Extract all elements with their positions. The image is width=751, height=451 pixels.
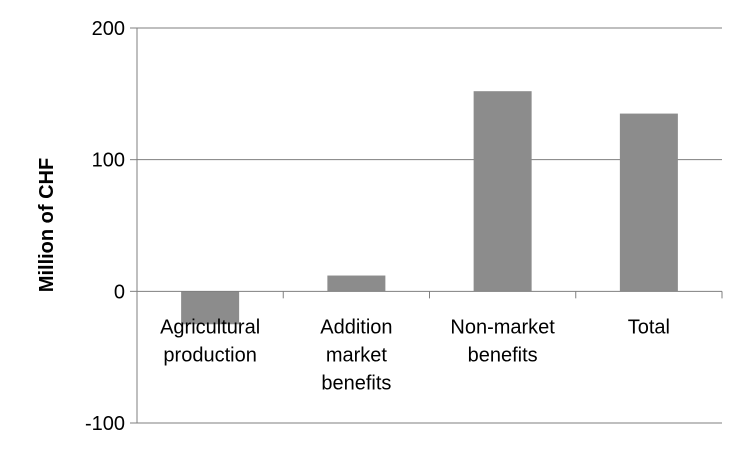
category-label-line: Agricultural bbox=[160, 316, 260, 338]
category-label-line: benefits bbox=[468, 344, 538, 366]
category-label: Total bbox=[628, 316, 670, 338]
bar bbox=[181, 291, 240, 325]
category-label-line: Addition bbox=[320, 316, 392, 338]
y-tick-labels: -100 0 100 200 bbox=[85, 18, 125, 435]
category-labels: Agricultural production Addition market bene… bbox=[160, 316, 670, 394]
category-label-line: market bbox=[326, 344, 388, 366]
bars bbox=[181, 91, 678, 325]
category-label: Non-market benefits bbox=[450, 316, 555, 366]
category-label-line: production bbox=[163, 344, 256, 366]
y-tick-label: 200 bbox=[92, 18, 125, 40]
category-label: Addition market benefits bbox=[320, 316, 392, 394]
axes bbox=[130, 27, 723, 424]
y-tick-label: 100 bbox=[92, 150, 125, 172]
category-label-line: Total bbox=[628, 316, 670, 338]
y-tick-label: 0 bbox=[114, 281, 125, 303]
bar bbox=[619, 113, 678, 292]
y-tick-label: -100 bbox=[85, 413, 125, 435]
category-label-line: Non-market bbox=[450, 316, 555, 338]
category-label-line: benefits bbox=[321, 372, 391, 394]
bar bbox=[327, 275, 386, 292]
category-label: Agricultural production bbox=[160, 316, 260, 366]
y-axis-label: Million of CHF bbox=[36, 158, 58, 292]
bar bbox=[473, 91, 532, 292]
